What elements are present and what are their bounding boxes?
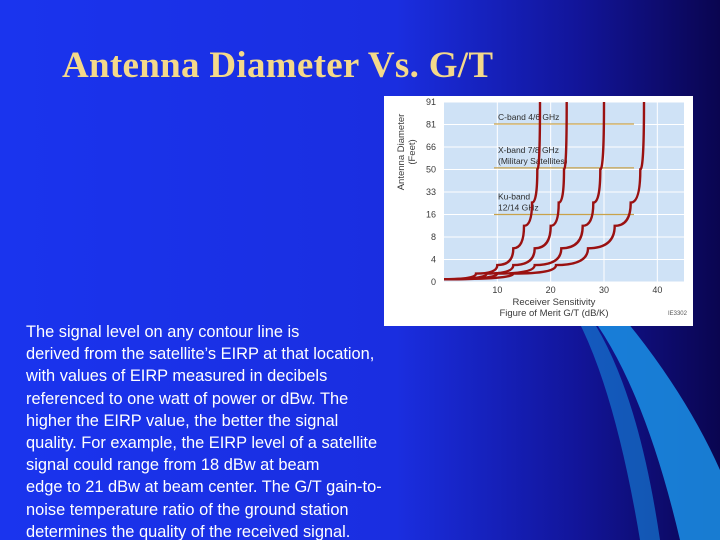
y-tick-label: 81: [426, 120, 436, 130]
y-axis-label: (Feet): [407, 139, 418, 164]
y-tick-label: 66: [426, 142, 436, 152]
band-annotation: C-band 4/6 GHz: [494, 112, 634, 125]
band-lines: C-band 4/6 GHz X-band 7/8 GHz(Military Sa…: [494, 112, 634, 216]
x-tick-label: 40: [652, 285, 662, 295]
y-tick-label: 50: [426, 165, 436, 175]
y-tick-label: 0: [431, 277, 436, 287]
figure-code: IE3302: [668, 311, 688, 317]
band-label: 12/14 GHz: [498, 203, 539, 213]
y-tick-label: 16: [426, 210, 436, 220]
x-ticks: 10 20 30 40: [492, 285, 662, 295]
y-tick-label: 91: [426, 97, 436, 107]
band-label: X-band 7/8 GHz: [498, 145, 559, 155]
chart-figure: C-band 4/6 GHz X-band 7/8 GHz (Military Sa…: [384, 96, 693, 326]
slide-title: Antenna Diameter Vs. G/T: [62, 45, 494, 86]
x-tick-label: 10: [492, 285, 502, 295]
y-tick-label: 4: [431, 255, 436, 265]
series-curve: [443, 101, 542, 281]
arc-shape-inner: [560, 290, 660, 540]
x-axis-label: Receiver Sensitivity: [513, 297, 596, 308]
band-label: Ku-band: [498, 192, 530, 202]
arc-shape: [578, 290, 720, 540]
y-tick-label: 8: [431, 232, 436, 242]
y-axis-label: Antenna Diameter: [396, 114, 407, 191]
band-label: C-band 4/6 GHz: [498, 112, 559, 122]
body-paragraph: The signal level on any contour line is …: [26, 323, 382, 540]
x-axis-label: Figure of Merit G/T (dB/K): [499, 308, 608, 319]
curves: [443, 101, 646, 281]
y-ticks: 0 4 8 16 33 50 66 81 91: [426, 97, 436, 287]
x-tick-label: 20: [546, 285, 556, 295]
x-tick-label: 30: [599, 285, 609, 295]
y-tick-label: 33: [426, 187, 436, 197]
series-curve: [443, 101, 646, 281]
series-curve: [443, 101, 568, 281]
band-label: (Military Satellites): [498, 156, 568, 166]
series-curve: [443, 101, 606, 281]
antenna-chart: C-band 4/6 GHz X-band 7/8 GHz(Military Sa…: [384, 96, 693, 326]
